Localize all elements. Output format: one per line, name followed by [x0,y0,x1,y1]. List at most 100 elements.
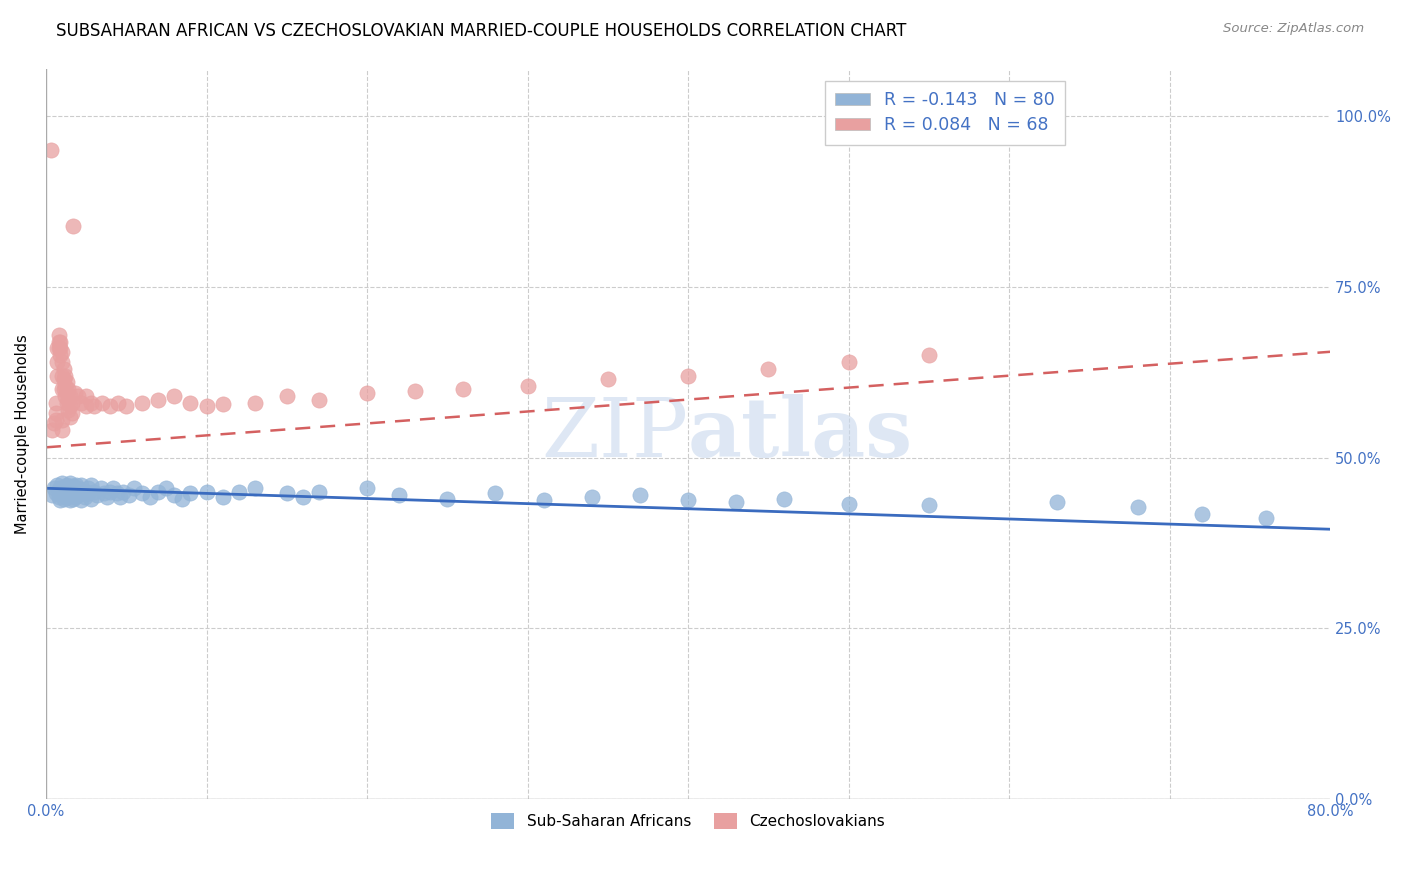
Point [276,389,298,403]
Point [53,389,76,403]
Point [195,400,218,414]
Point [676,368,699,383]
Point [163,488,186,502]
Point [388,488,411,502]
Point [356,385,378,400]
Point [49,342,72,356]
Point [65,478,87,492]
Point [179,396,201,410]
Point [838,355,860,369]
Point [67,488,90,502]
Point [628,488,651,502]
Point [53,368,76,383]
Point [83,484,105,499]
Point [63,490,86,504]
Point [56,478,79,492]
Text: atlas: atlas [688,393,914,474]
Point [60,488,83,502]
Point [148,392,170,407]
Point [76,481,98,495]
Point [308,392,330,407]
Point [52,486,75,500]
Point [58,392,80,407]
Point [46,342,69,356]
Point [122,481,145,495]
Point [773,491,796,506]
Point [56,490,79,504]
Point [53,488,76,502]
Point [60,406,83,420]
Point [291,490,314,504]
Point [356,481,378,495]
Point [45,486,67,500]
Point [581,490,603,504]
Point [1254,510,1277,524]
Point [46,368,69,383]
Point [73,490,96,504]
Point [83,400,105,414]
Point [533,492,555,507]
Point [918,348,941,362]
Point [45,396,67,410]
Point [48,327,70,342]
Point [67,481,90,495]
Point [51,423,73,437]
Point [56,376,79,390]
Point [58,402,80,417]
Point [211,490,233,504]
Point [484,486,506,500]
Point [65,486,87,500]
Point [172,491,194,506]
Point [1126,500,1149,514]
Point [70,492,93,507]
Point [243,396,266,410]
Point [80,491,103,506]
Point [52,491,75,506]
Point [51,368,73,383]
Point [59,409,82,424]
Point [228,484,250,499]
Point [41,488,63,502]
Point [75,400,97,414]
Point [516,379,538,393]
Point [42,417,65,431]
Point [98,400,121,414]
Point [41,423,63,437]
Point [52,382,75,396]
Point [51,344,73,359]
Point [51,355,73,369]
Point [46,478,69,492]
Point [90,481,112,495]
Point [49,481,72,495]
Point [52,361,75,376]
Text: SUBSAHARAN AFRICAN VS CZECHOSLOVAKIAN MARRIED-COUPLE HOUSEHOLDS CORRELATION CHAR: SUBSAHARAN AFRICAN VS CZECHOSLOVAKIAN MA… [56,22,907,40]
Point [155,481,177,495]
Point [76,486,98,500]
Text: ZIP: ZIP [541,393,688,474]
Point [51,382,73,396]
Point [52,372,75,386]
Point [112,484,135,499]
Point [163,389,186,403]
Point [96,490,118,504]
Point [46,355,69,369]
Point [131,396,153,410]
Point [918,499,941,513]
Point [404,384,426,398]
Point [108,490,131,504]
Point [80,396,103,410]
Point [596,372,619,386]
Legend: Sub-Saharan Africans, Czechoslovakians: Sub-Saharan Africans, Czechoslovakians [485,806,891,835]
Point [131,486,153,500]
Y-axis label: Married-couple Households: Married-couple Households [15,334,30,533]
Point [103,481,125,495]
Point [93,486,115,500]
Point [838,497,860,511]
Point [276,486,298,500]
Point [60,484,83,499]
Point [42,481,65,495]
Point [86,488,108,502]
Text: Source: ZipAtlas.com: Source: ZipAtlas.com [1223,22,1364,36]
Point [45,413,67,427]
Point [308,484,330,499]
